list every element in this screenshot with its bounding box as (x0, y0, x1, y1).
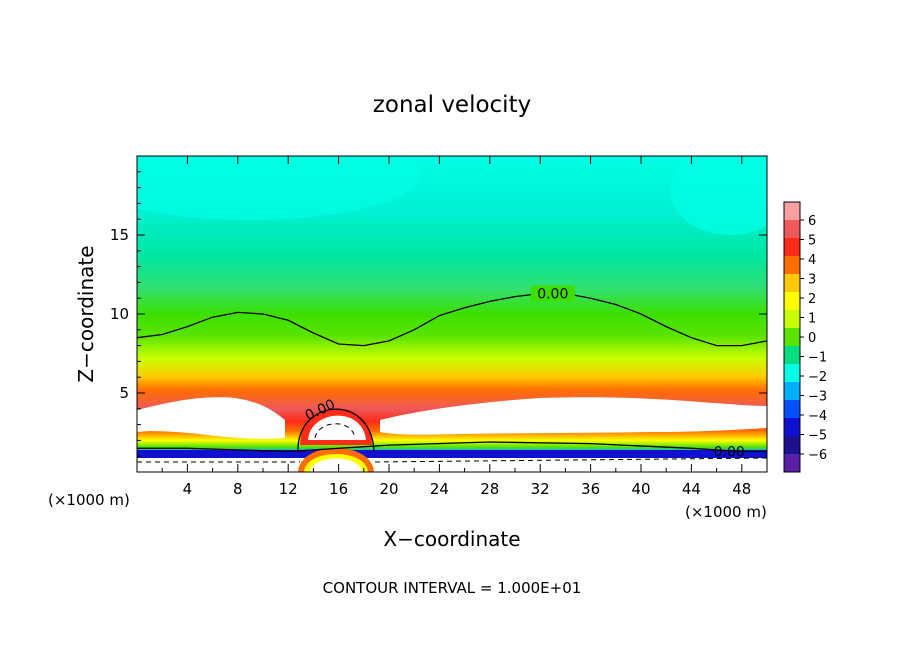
upper-cyan-region-right (670, 156, 767, 235)
plot-area: 0.00 0.00 0.00 (137, 156, 767, 472)
colorbar-swatch (784, 238, 800, 257)
colorbar-label: −4 (808, 409, 827, 424)
x-axis: 4 8 12 16 20 24 28 32 36 40 44 48 (161, 156, 751, 498)
x-tick-label: 24 (430, 480, 449, 498)
colorbar-label: −2 (808, 370, 827, 385)
colorbar-swatch (784, 346, 800, 365)
x-tick-label: 8 (233, 480, 243, 498)
zero-contour-label: 0.00 (537, 286, 568, 302)
zero-contour-line (137, 292, 767, 347)
x-tick-label: 28 (480, 480, 499, 498)
colorbar-label: 1 (808, 312, 816, 327)
colorbar-label: 0 (808, 331, 816, 346)
colorbar-label: 3 (808, 273, 816, 288)
colorbar-swatch (784, 220, 800, 239)
colorbar-label: 6 (808, 214, 816, 229)
colorbar-label: 5 (808, 234, 816, 249)
colorbar-swatch (784, 454, 800, 473)
y-axis: 5 10 15 (110, 171, 767, 457)
colorbar-label: −1 (808, 351, 827, 366)
colorbar-label: 4 (808, 253, 816, 268)
x-unit-left: (×1000 m) (48, 491, 130, 509)
colorbar-label: −3 (808, 390, 827, 405)
y-tick-label: 10 (110, 305, 129, 323)
x-axis-label: X−coordinate (383, 527, 520, 551)
zero-contour-label-bg (530, 285, 575, 302)
y-tick-label: 15 (110, 226, 129, 244)
x-tick-label: 16 (329, 480, 348, 498)
colorbar-swatch (784, 292, 800, 311)
contour-interval-note: CONTOUR INTERVAL = 1.000E+01 (323, 579, 582, 597)
colorbar-label: −6 (808, 448, 827, 463)
colorbar-swatch (784, 310, 800, 329)
chart-title: zonal velocity (373, 92, 531, 118)
colorbar-swatch (784, 364, 800, 383)
lower-cold-core (137, 458, 767, 472)
colorbar-swatch (784, 400, 800, 419)
dome-contour-line (297, 408, 375, 453)
x-unit-right: (×1000 m) (685, 503, 767, 521)
colorbar-swatch (784, 274, 800, 293)
low-zero-contour-line (137, 441, 767, 453)
x-tick-label: 4 (183, 480, 193, 498)
colorbar-swatch (784, 256, 800, 275)
x-tick-label: 44 (682, 480, 701, 498)
x-tick-label: 12 (279, 480, 298, 498)
colorbar-swatch (784, 418, 800, 437)
colorbar-swatch (784, 202, 800, 221)
dashed-contour-dome (314, 423, 356, 439)
colorbar-swatch (784, 436, 800, 455)
dashed-contour-lower (137, 457, 767, 463)
colorbar: 6 5 4 3 2 1 0 −1 −2 −3 −4 −5 −6 (783, 201, 827, 473)
obstacle-rings-inner (310, 458, 362, 472)
x-tick-label: 32 (531, 480, 550, 498)
dome-inner (308, 415, 366, 440)
upper-cyan-region (137, 156, 420, 220)
x-tick-label: 36 (581, 480, 600, 498)
strong-flow-band-left (137, 397, 285, 439)
low-zero-contour-label: 0.00 (714, 444, 745, 460)
colorbar-swatch (784, 382, 800, 401)
x-tick-label: 20 (379, 480, 398, 498)
colorbar-swatch (784, 328, 800, 347)
y-tick-label: 5 (119, 384, 129, 402)
colorbar-label: 2 (808, 292, 816, 307)
x-tick-label: 48 (732, 480, 751, 498)
x-tick-label: 40 (631, 480, 650, 498)
colorbar-label: −5 (808, 429, 827, 444)
y-axis-label: Z−coordinate (74, 245, 98, 382)
strong-flow-band-right (380, 397, 767, 435)
